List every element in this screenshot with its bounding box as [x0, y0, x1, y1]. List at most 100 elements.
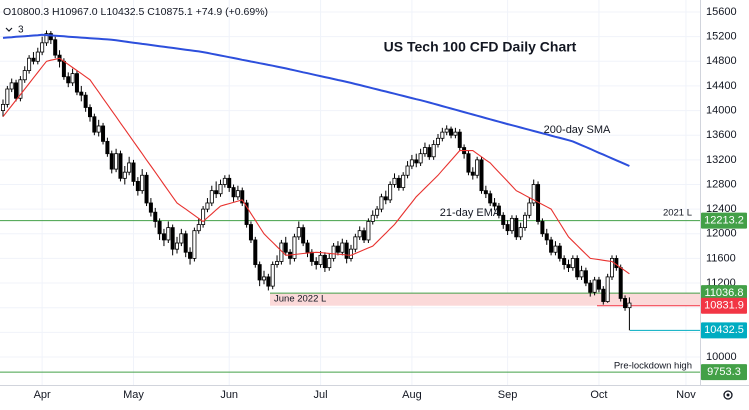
candle-body — [488, 193, 493, 204]
candle-body — [475, 159, 480, 176]
candle-body — [531, 184, 536, 204]
indicator-line — [2, 33, 630, 167]
price-box — [701, 364, 747, 381]
candle-body — [183, 233, 188, 253]
candle-body — [214, 190, 219, 195]
candle-body — [575, 258, 580, 278]
price-box — [701, 285, 747, 302]
candle-body — [283, 242, 288, 253]
candle-body — [270, 264, 275, 287]
candle-body — [88, 107, 93, 118]
candle-body — [222, 177, 227, 185]
candle-body — [483, 190, 488, 195]
x-tick-label: May — [123, 389, 144, 401]
candle-body — [496, 205, 501, 216]
candle-body — [292, 236, 297, 259]
x-tick-label: Sep — [498, 389, 518, 401]
y-tick-label: 13200 — [706, 154, 737, 166]
x-tick-label: Aug — [402, 389, 422, 401]
candle-body — [348, 248, 353, 259]
candle-body — [275, 261, 280, 265]
candle-body — [422, 147, 427, 155]
candle-body — [135, 181, 140, 192]
candle-body — [427, 147, 432, 158]
candle-body — [453, 131, 458, 136]
y-tick-label: 12000 — [706, 228, 737, 240]
price-box-label: 12213.2 — [704, 215, 744, 227]
candle-body — [48, 33, 53, 41]
candle-body — [570, 258, 575, 269]
candle-body — [44, 33, 49, 44]
candle-body — [562, 258, 567, 265]
candle-body — [466, 153, 471, 173]
candle-body — [157, 221, 162, 235]
x-tick-label: Jul — [314, 389, 328, 401]
candle-body — [366, 221, 371, 241]
price-box-label: 11036.8 — [705, 287, 744, 299]
candle-body — [596, 279, 601, 290]
candle-body — [527, 202, 532, 216]
candle-body — [205, 202, 210, 210]
candle-body — [457, 131, 462, 148]
y-tick-label: 15600 — [706, 6, 737, 18]
y-tick-label: 14800 — [706, 55, 737, 67]
candle-body — [553, 245, 558, 253]
series-label: 21-day EMA — [440, 207, 501, 219]
candle-body — [440, 131, 445, 139]
candle-body — [31, 57, 36, 62]
candle-body — [614, 258, 619, 269]
candle-body — [353, 236, 358, 250]
candle-body — [388, 184, 393, 201]
price-box-label: 9753.3 — [707, 366, 741, 378]
price-box — [701, 212, 747, 229]
candle-body — [244, 202, 249, 225]
candle-body — [396, 177, 401, 188]
candle-body — [379, 196, 384, 210]
candle-body — [201, 208, 206, 225]
y-tick-label: 13600 — [706, 129, 737, 141]
y-tick-label: 14000 — [706, 104, 737, 116]
y-tick-label: 12400 — [706, 203, 737, 215]
candle-body — [449, 128, 454, 136]
price-box-label: 10831.9 — [704, 300, 744, 312]
candle-body — [235, 190, 240, 198]
price-box — [701, 322, 747, 339]
collapse-icon[interactable] — [5, 27, 13, 32]
candle-body — [418, 153, 423, 164]
candle-body — [392, 177, 397, 185]
candle-body — [166, 227, 171, 241]
candle-body — [14, 82, 19, 99]
candle-body — [566, 264, 571, 269]
candle-body — [540, 221, 545, 235]
candle-body — [296, 227, 301, 238]
candle-body — [61, 60, 66, 78]
candle-body — [74, 73, 79, 93]
candle-body — [557, 245, 562, 259]
candle-body — [192, 230, 197, 259]
candle-body — [101, 125, 106, 142]
candle-body — [401, 174, 406, 188]
candle-body — [188, 251, 193, 259]
candle-body — [544, 233, 549, 241]
candle-body — [266, 276, 271, 287]
candle-body — [435, 137, 440, 145]
candle-body — [514, 217, 519, 238]
candle-body — [0, 104, 6, 111]
candle-body — [479, 159, 484, 192]
candle-body — [131, 162, 136, 182]
candle-body — [114, 153, 119, 170]
candle-body — [227, 177, 232, 188]
candle-body — [335, 245, 340, 253]
y-tick-label: 12800 — [706, 178, 737, 190]
candle-body — [53, 39, 58, 56]
settings-icon[interactable] — [723, 390, 733, 400]
candle-body — [327, 258, 332, 269]
indicator-count[interactable]: 3 — [18, 25, 24, 36]
candle-body — [444, 128, 449, 133]
candle-body — [588, 282, 593, 293]
candle-body — [409, 159, 414, 167]
candle-body — [362, 230, 367, 241]
candle-body — [331, 245, 336, 259]
candle-body — [174, 242, 179, 250]
